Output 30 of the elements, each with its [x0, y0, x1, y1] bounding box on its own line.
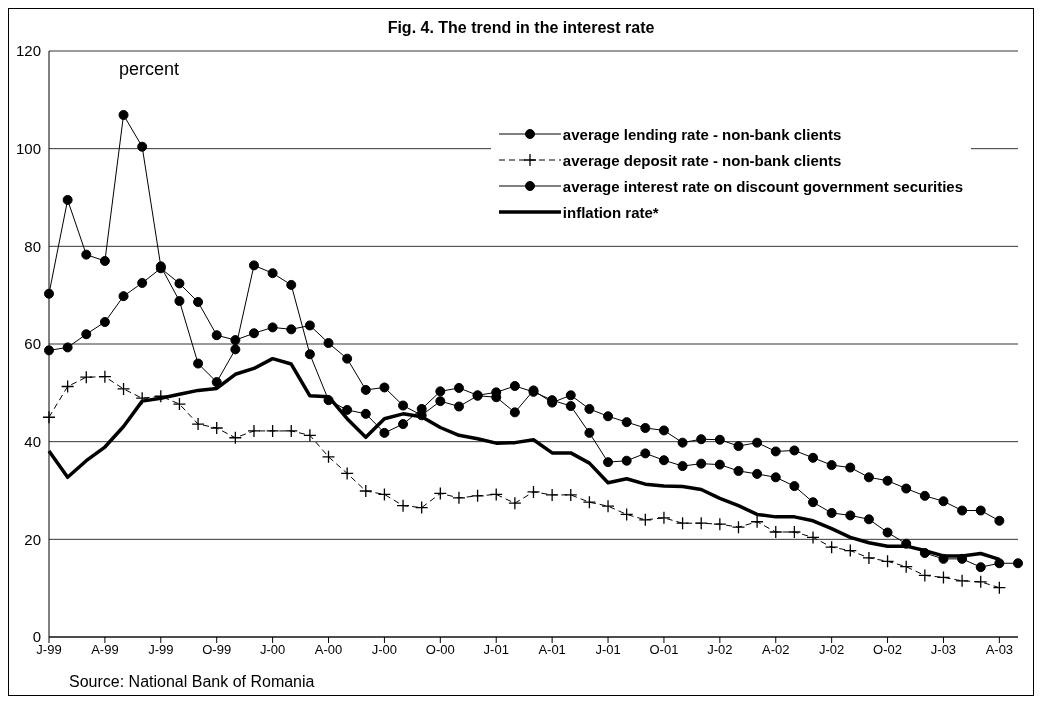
y-tick-label: 40 [24, 432, 41, 450]
y-axis-title: percent [119, 59, 180, 80]
chart-title: Fig. 4. The trend in the interest rate [386, 18, 656, 38]
x-tick-label: A-00 [314, 642, 343, 658]
x-tick-label: J-03 [930, 642, 957, 658]
legend-label: inflation rate* [562, 203, 659, 221]
y-tick-label: 120 [15, 42, 41, 60]
x-tick-label: J-99 [148, 642, 174, 658]
y-tick-label: 100 [15, 139, 41, 157]
x-tick-label: A-03 [985, 642, 1014, 658]
x-tick-label: A-99 [91, 642, 119, 658]
legend-label: average interest rate on discount government securities [562, 177, 963, 195]
x-tick-label: J-00 [259, 642, 286, 658]
legend-label: average deposit rate - non-bank clients [562, 151, 842, 169]
legend-label: average lending rate - non-bank clients [562, 125, 842, 143]
x-tick-label: J-01 [595, 642, 621, 658]
x-tick-label: J-00 [371, 642, 398, 658]
y-tick-label: 60 [24, 335, 41, 353]
x-tick-label: J-02 [819, 642, 845, 658]
x-tick-label: O-02 [873, 642, 903, 658]
y-tick-label: 80 [24, 237, 41, 255]
x-tick-label: A-02 [762, 642, 790, 658]
x-tick-label: J-02 [707, 642, 733, 658]
source-note: Source: National Bank of Romania [69, 673, 315, 691]
x-tick-label: O-00 [425, 642, 455, 658]
x-tick-label: J-01 [483, 642, 509, 658]
y-tick-label: 20 [24, 530, 41, 548]
x-tick-label: O-01 [649, 642, 679, 658]
x-tick-label: A-01 [538, 642, 566, 658]
x-tick-label: O-99 [202, 642, 232, 658]
